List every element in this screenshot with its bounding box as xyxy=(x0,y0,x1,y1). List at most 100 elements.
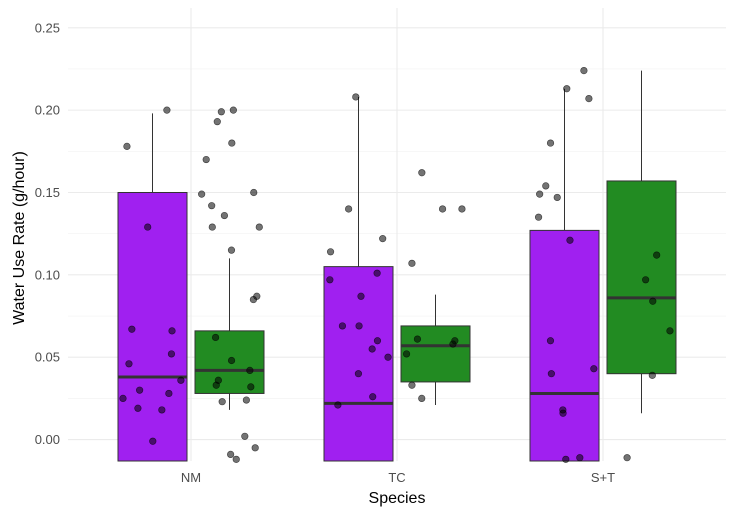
y-tick-label: 0.10 xyxy=(35,267,60,282)
data-point xyxy=(326,248,335,256)
data-point xyxy=(242,396,250,404)
data-point xyxy=(354,370,363,378)
data-point xyxy=(232,455,240,463)
data-point xyxy=(208,202,216,210)
data-point xyxy=(119,394,127,403)
data-point xyxy=(585,94,593,103)
data-point xyxy=(413,335,422,343)
data-point xyxy=(227,356,236,365)
data-point xyxy=(128,325,136,333)
data-point xyxy=(373,337,382,345)
data-point xyxy=(649,297,657,305)
box-tc-1 xyxy=(400,294,471,405)
data-point xyxy=(559,409,567,417)
data-point xyxy=(648,371,656,379)
data-point xyxy=(368,345,376,353)
data-point xyxy=(546,337,555,345)
data-point xyxy=(576,454,584,462)
data-point xyxy=(249,295,258,304)
box-st-1 xyxy=(606,70,677,414)
data-point xyxy=(590,365,598,373)
box-body xyxy=(606,180,677,375)
data-point xyxy=(384,353,392,361)
data-point xyxy=(352,93,360,101)
data-point xyxy=(144,223,152,231)
data-point xyxy=(163,106,171,114)
data-point xyxy=(227,246,236,254)
data-point xyxy=(642,276,650,284)
data-point xyxy=(653,251,661,259)
data-point xyxy=(217,108,225,116)
y-axis-title: Water Use Rate (g/hour) xyxy=(11,151,28,325)
data-point xyxy=(623,454,631,462)
data-point xyxy=(408,381,416,389)
data-point xyxy=(125,360,133,368)
x-axis-ticks: NM TC S+T xyxy=(181,470,615,485)
y-tick-label: 0.25 xyxy=(35,20,60,35)
y-tick-label: 0.05 xyxy=(35,350,60,365)
data-point xyxy=(158,406,166,414)
data-point xyxy=(542,182,550,190)
data-point xyxy=(566,236,574,244)
data-point xyxy=(355,322,363,330)
data-point xyxy=(167,350,176,358)
data-point xyxy=(326,276,334,284)
data-point xyxy=(418,394,426,403)
data-point xyxy=(213,118,221,126)
data-point xyxy=(449,340,457,348)
data-point xyxy=(373,269,381,277)
boxes xyxy=(117,70,677,462)
data-point xyxy=(251,444,259,452)
data-point xyxy=(580,66,588,75)
data-point xyxy=(123,142,131,150)
data-point xyxy=(536,190,544,198)
data-point xyxy=(562,455,570,463)
box-nm-0 xyxy=(117,113,188,462)
box-tc-0 xyxy=(323,96,394,462)
data-point xyxy=(208,223,216,231)
data-point xyxy=(438,205,447,213)
data-point xyxy=(357,292,365,300)
x-axis-title: Species xyxy=(369,490,426,507)
data-point xyxy=(134,404,142,412)
data-point xyxy=(546,139,555,147)
data-point xyxy=(227,450,235,459)
data-point xyxy=(165,389,173,398)
data-point xyxy=(211,333,220,342)
data-point xyxy=(177,376,185,384)
y-tick-label: 0.15 xyxy=(35,185,60,200)
y-axis-ticks: 0.00 0.05 0.10 0.15 0.20 0.25 xyxy=(35,20,60,447)
data-point xyxy=(408,259,416,267)
data-point xyxy=(198,190,206,198)
data-point xyxy=(255,223,263,231)
box-body xyxy=(323,266,394,462)
box-body xyxy=(400,325,471,383)
data-point xyxy=(202,155,210,164)
data-point xyxy=(534,213,543,221)
data-point xyxy=(228,139,236,147)
data-point xyxy=(220,211,229,220)
data-point xyxy=(218,398,226,406)
box-st-0 xyxy=(529,88,600,462)
jitter-points xyxy=(119,66,674,463)
data-point xyxy=(241,432,249,440)
data-point xyxy=(369,393,377,401)
data-point xyxy=(379,235,387,243)
data-point xyxy=(338,322,347,330)
x-tick-label: NM xyxy=(181,470,201,485)
data-point xyxy=(666,327,674,335)
y-tick-label: 0.20 xyxy=(35,103,60,118)
data-point xyxy=(229,106,237,114)
data-point xyxy=(402,350,411,358)
data-point xyxy=(250,188,258,197)
data-point xyxy=(212,381,220,389)
data-point xyxy=(247,383,255,391)
data-point xyxy=(563,85,571,93)
y-tick-label: 0.00 xyxy=(35,432,60,447)
data-point xyxy=(149,437,157,445)
x-tick-label: S+T xyxy=(591,470,615,485)
data-point xyxy=(168,327,176,335)
data-point xyxy=(547,370,555,378)
box-body xyxy=(117,191,188,462)
